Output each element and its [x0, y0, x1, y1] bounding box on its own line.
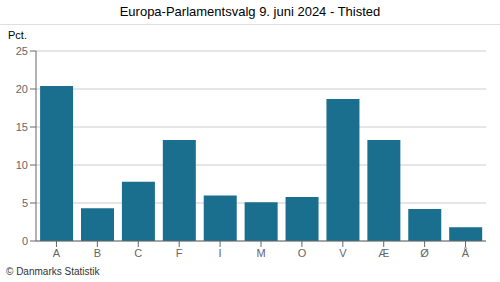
svg-text:I: I [219, 247, 222, 259]
svg-text:20: 20 [16, 83, 28, 95]
svg-text:Å: Å [462, 247, 470, 259]
svg-text:5: 5 [22, 197, 28, 209]
svg-text:F: F [176, 247, 183, 259]
svg-text:Ø: Ø [420, 247, 429, 259]
html-text:Europa-Parlamentsvalg 9. juni: Europa-Parlamentsvalg 9. juni 2024 - Thi… [119, 4, 381, 19]
svg-text:V: V [339, 247, 347, 259]
html-text:© Danmarks Statistik: © Danmarks Statistik [6, 266, 100, 277]
svg-text:C: C [134, 247, 142, 259]
svg-text:O: O [298, 247, 307, 259]
svg-text:B: B [94, 247, 101, 259]
svg-text:0: 0 [22, 235, 28, 247]
svg-text:M: M [256, 247, 265, 259]
svg-text:25: 25 [16, 45, 28, 57]
svg-text:10: 10 [16, 159, 28, 171]
html-text:Pct.: Pct. [8, 29, 27, 41]
svg-text:A: A [53, 247, 61, 259]
svg-text:Æ: Æ [378, 247, 389, 259]
svg-text:15: 15 [16, 121, 28, 133]
